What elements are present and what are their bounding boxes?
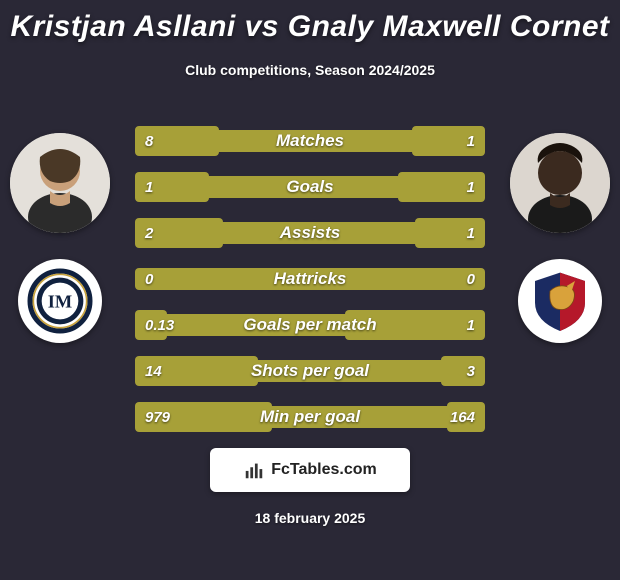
stat-bar-right — [412, 126, 486, 156]
brand-text: FcTables.com — [271, 461, 377, 479]
stat-row: 21Assists — [135, 218, 485, 248]
stat-row: 81Matches — [135, 126, 485, 156]
stat-rows: 81Matches 11Goals 21Assists 00Hattricks 0.13… — [135, 126, 485, 432]
stat-bar-right — [415, 218, 485, 248]
stat-bar-right — [447, 402, 486, 432]
stat-row: 11Goals — [135, 172, 485, 202]
stat-bar-left — [135, 402, 272, 432]
stat-bar-right — [345, 310, 485, 340]
stat-row: 979164Min per goal — [135, 402, 485, 432]
date-text: 18 february 2025 — [0, 510, 620, 526]
player-right-club-badge — [518, 259, 602, 343]
svg-text:IM: IM — [48, 292, 72, 312]
stat-bar-left — [135, 126, 219, 156]
stat-bar-left — [135, 356, 258, 386]
brand-badge: FcTables.com — [210, 448, 410, 492]
person-icon — [10, 133, 110, 233]
player-right-avatar — [510, 133, 610, 233]
stat-bar-left — [135, 310, 167, 340]
stat-bar-left — [135, 172, 209, 202]
stats-area: IM 81Matches 11Goals 21Assists 00Hattricks 0… — [0, 126, 620, 432]
bar-chart-icon — [243, 459, 265, 481]
stat-row: 0.131Goals per match — [135, 310, 485, 340]
stat-bar-track — [135, 268, 485, 290]
stat-row: 00Hattricks — [135, 264, 485, 294]
player-left-club-badge: IM — [18, 259, 102, 343]
page-title: Kristjan Asllani vs Gnaly Maxwell Cornet — [0, 0, 620, 44]
stat-bar-right — [441, 356, 485, 386]
stat-bar-left — [135, 218, 223, 248]
club-crest-icon — [525, 266, 595, 336]
stat-row: 143Shots per goal — [135, 356, 485, 386]
stat-bar-right — [398, 172, 486, 202]
player-left-avatar — [10, 133, 110, 233]
club-crest-icon: IM — [25, 266, 95, 336]
person-icon — [510, 133, 610, 233]
page-subtitle: Club competitions, Season 2024/2025 — [0, 62, 620, 78]
